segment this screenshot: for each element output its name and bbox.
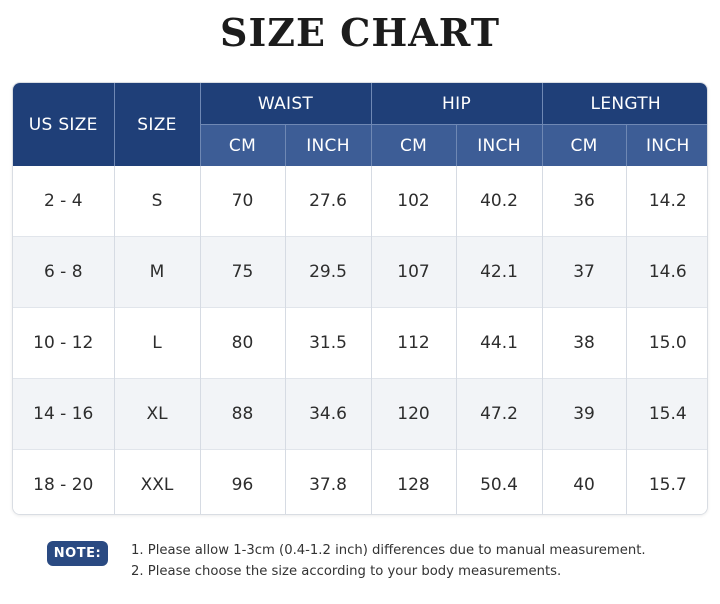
header-waist-inch: INCH — [284, 124, 372, 166]
cell-hip-cm: 128 — [370, 449, 457, 514]
cell-us-size: 14 - 16 — [13, 378, 114, 450]
cell-hip-inch: 44.1 — [455, 307, 543, 379]
cell-length-inch: 14.6 — [625, 236, 707, 308]
cell-hip-cm: 112 — [370, 307, 457, 379]
cell-waist-inch: 27.6 — [284, 166, 372, 237]
cell-hip-inch: 50.4 — [455, 449, 543, 514]
cell-hip-inch: 40.2 — [455, 166, 543, 237]
cell-waist-inch: 34.6 — [284, 378, 372, 450]
note-section: NOTE: 1. Please allow 1-3cm (0.4-1.2 inc… — [47, 540, 707, 588]
cell-us-size: 2 - 4 — [13, 166, 114, 237]
cell-size: XXL — [113, 449, 200, 514]
cell-size: XL — [113, 378, 200, 450]
note-lines: 1. Please allow 1-3cm (0.4-1.2 inch) dif… — [131, 540, 711, 582]
cell-length-inch: 15.7 — [625, 449, 707, 514]
cell-hip-cm: 107 — [370, 236, 457, 308]
cell-length-inch: 14.2 — [625, 166, 707, 237]
cell-waist-cm: 75 — [199, 236, 285, 308]
cell-hip-cm: 120 — [370, 378, 457, 450]
cell-waist-cm: 80 — [199, 307, 285, 379]
header-waist: WAIST — [199, 83, 372, 125]
header-us-size: US SIZE — [13, 83, 114, 166]
page-title: SIZE CHART — [220, 10, 500, 55]
cell-waist-cm: 70 — [199, 166, 285, 237]
cell-size: M — [113, 236, 200, 308]
note-badge: NOTE: — [47, 541, 108, 566]
cell-length-cm: 40 — [541, 449, 627, 514]
cell-size: S — [113, 166, 200, 237]
header-length-inch: INCH — [625, 124, 707, 166]
header-hip: HIP — [370, 83, 543, 125]
cell-length-inch: 15.4 — [625, 378, 707, 450]
cell-hip-inch: 47.2 — [455, 378, 543, 450]
cell-waist-inch: 37.8 — [284, 449, 372, 514]
cell-us-size: 6 - 8 — [13, 236, 114, 308]
cell-hip-cm: 102 — [370, 166, 457, 237]
cell-us-size: 18 - 20 — [13, 449, 114, 514]
cell-size: L — [113, 307, 200, 379]
header-length: LENGTH — [541, 83, 707, 125]
cell-length-cm: 37 — [541, 236, 627, 308]
header-hip-inch: INCH — [455, 124, 543, 166]
cell-waist-cm: 88 — [199, 378, 285, 450]
cell-hip-inch: 42.1 — [455, 236, 543, 308]
cell-waist-inch: 29.5 — [284, 236, 372, 308]
table-row: 14 - 16 XL 88 34.6 120 47.2 39 15.4 — [13, 378, 707, 450]
note-line-2: 2. Please choose the size according to y… — [131, 564, 562, 579]
header-hip-cm: CM — [370, 124, 457, 166]
table-row: 18 - 20 XXL 96 37.8 128 50.4 40 15.7 — [13, 449, 707, 514]
header-length-cm: CM — [541, 124, 627, 166]
size-chart-table: US SIZE SIZE WAIST HIP LENGTH CM INCH CM… — [12, 82, 708, 515]
header-waist-cm: CM — [199, 124, 285, 166]
table-row: 2 - 4 S 70 27.6 102 40.2 36 14.2 — [13, 166, 707, 237]
cell-length-cm: 39 — [541, 378, 627, 450]
table-row: 10 - 12 L 80 31.5 112 44.1 38 15.0 — [13, 307, 707, 379]
cell-length-inch: 15.0 — [625, 307, 707, 379]
cell-waist-cm: 96 — [199, 449, 285, 514]
cell-us-size: 10 - 12 — [13, 307, 114, 379]
table-row: 6 - 8 M 75 29.5 107 42.1 37 14.6 — [13, 236, 707, 308]
note-line-1: 1. Please allow 1-3cm (0.4-1.2 inch) dif… — [131, 543, 646, 558]
cell-waist-inch: 31.5 — [284, 307, 372, 379]
header-size: SIZE — [113, 83, 200, 166]
cell-length-cm: 38 — [541, 307, 627, 379]
cell-length-cm: 36 — [541, 166, 627, 237]
